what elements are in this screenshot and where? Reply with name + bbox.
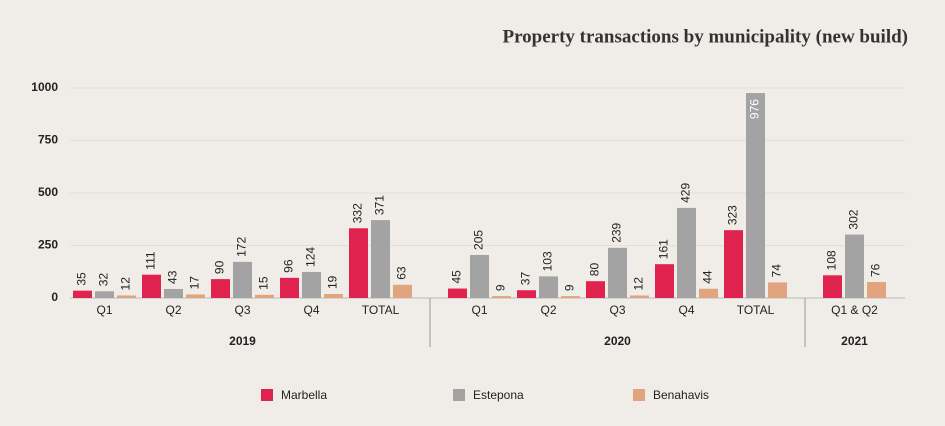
bar <box>768 282 787 298</box>
value-label: 12 <box>632 277 646 291</box>
x-tick-label: Q2 <box>540 303 556 317</box>
y-tick-label: 1000 <box>31 80 58 94</box>
value-label: 17 <box>188 276 202 290</box>
x-tick-label: TOTAL <box>737 303 775 317</box>
y-tick-label: 250 <box>38 238 58 252</box>
bar <box>164 288 183 298</box>
x-tick-label: Q4 <box>303 303 319 317</box>
value-label: 80 <box>588 263 602 277</box>
value-label: 90 <box>213 260 227 274</box>
legend-swatch <box>633 389 645 401</box>
x-tick-label: Q2 <box>165 303 181 317</box>
value-label: 371 <box>373 195 387 215</box>
value-label: 239 <box>610 222 624 242</box>
bar <box>233 261 252 298</box>
legend-label: Marbella <box>281 388 327 402</box>
group-label: 2021 <box>841 334 868 348</box>
y-tick-label: 750 <box>38 133 58 147</box>
value-label: 76 <box>869 263 883 277</box>
value-label: 161 <box>657 239 671 259</box>
value-label: 103 <box>541 251 555 271</box>
bar <box>699 288 718 298</box>
bar <box>73 290 92 298</box>
value-label: 332 <box>351 203 365 223</box>
bar <box>211 279 230 298</box>
bar <box>470 254 489 298</box>
x-tick-label: TOTAL <box>362 303 400 317</box>
value-label: 9 <box>563 284 577 291</box>
bar <box>539 276 558 298</box>
x-tick-label: Q1 <box>471 303 487 317</box>
value-label: 19 <box>326 275 340 289</box>
y-tick-label: 500 <box>38 185 58 199</box>
bar <box>117 295 136 298</box>
bar <box>492 296 511 298</box>
bar <box>95 291 114 298</box>
value-label: 96 <box>282 259 296 273</box>
value-label: 45 <box>450 270 464 284</box>
bar <box>677 207 696 298</box>
value-label: 32 <box>97 273 111 287</box>
value-label: 9 <box>494 284 508 291</box>
group-label: 2019 <box>229 334 256 348</box>
x-tick-label: Q3 <box>234 303 250 317</box>
x-tick-label: Q1 <box>96 303 112 317</box>
bar <box>371 220 390 298</box>
value-label: 37 <box>519 272 533 286</box>
value-label: 12 <box>119 277 133 291</box>
x-tick-label: Q4 <box>678 303 694 317</box>
bar <box>845 234 864 298</box>
x-tick-label: Q1 & Q2 <box>831 303 878 317</box>
bar <box>142 274 161 298</box>
value-label: 35 <box>75 272 89 286</box>
bar <box>280 277 299 298</box>
bar <box>724 230 743 298</box>
value-label: 124 <box>304 247 318 267</box>
value-label: 429 <box>679 183 693 203</box>
bar <box>393 284 412 298</box>
chart-title: Property transactions by municipality (n… <box>502 26 908 47</box>
legend-swatch <box>453 389 465 401</box>
bar <box>655 264 674 298</box>
value-label: 74 <box>770 264 784 278</box>
bar <box>586 281 605 298</box>
bar <box>630 295 649 298</box>
bar <box>186 294 205 298</box>
value-label: 43 <box>166 270 180 284</box>
legend-label: Benahavis <box>653 388 709 402</box>
group-label: 2020 <box>604 334 631 348</box>
legend-swatch <box>261 389 273 401</box>
bar <box>561 296 580 298</box>
value-label: 976 <box>748 99 762 119</box>
value-label: 172 <box>235 237 249 257</box>
bar <box>823 275 842 298</box>
bar <box>517 290 536 298</box>
bar <box>867 282 886 298</box>
value-label: 44 <box>701 270 715 284</box>
bar <box>746 93 765 298</box>
bar <box>324 294 343 298</box>
x-tick-label: Q3 <box>609 303 625 317</box>
value-label: 15 <box>257 276 271 290</box>
bar <box>302 271 321 298</box>
bar <box>608 247 627 298</box>
value-label: 323 <box>726 205 740 225</box>
value-label: 205 <box>472 230 486 250</box>
y-tick-label: 0 <box>51 290 58 304</box>
bar <box>448 288 467 298</box>
value-label: 63 <box>395 266 409 280</box>
bar <box>255 294 274 298</box>
value-label: 302 <box>847 209 861 229</box>
value-label: 111 <box>144 251 158 270</box>
value-label: 108 <box>825 250 839 270</box>
bar <box>349 228 368 298</box>
legend-label: Estepona <box>473 388 524 402</box>
